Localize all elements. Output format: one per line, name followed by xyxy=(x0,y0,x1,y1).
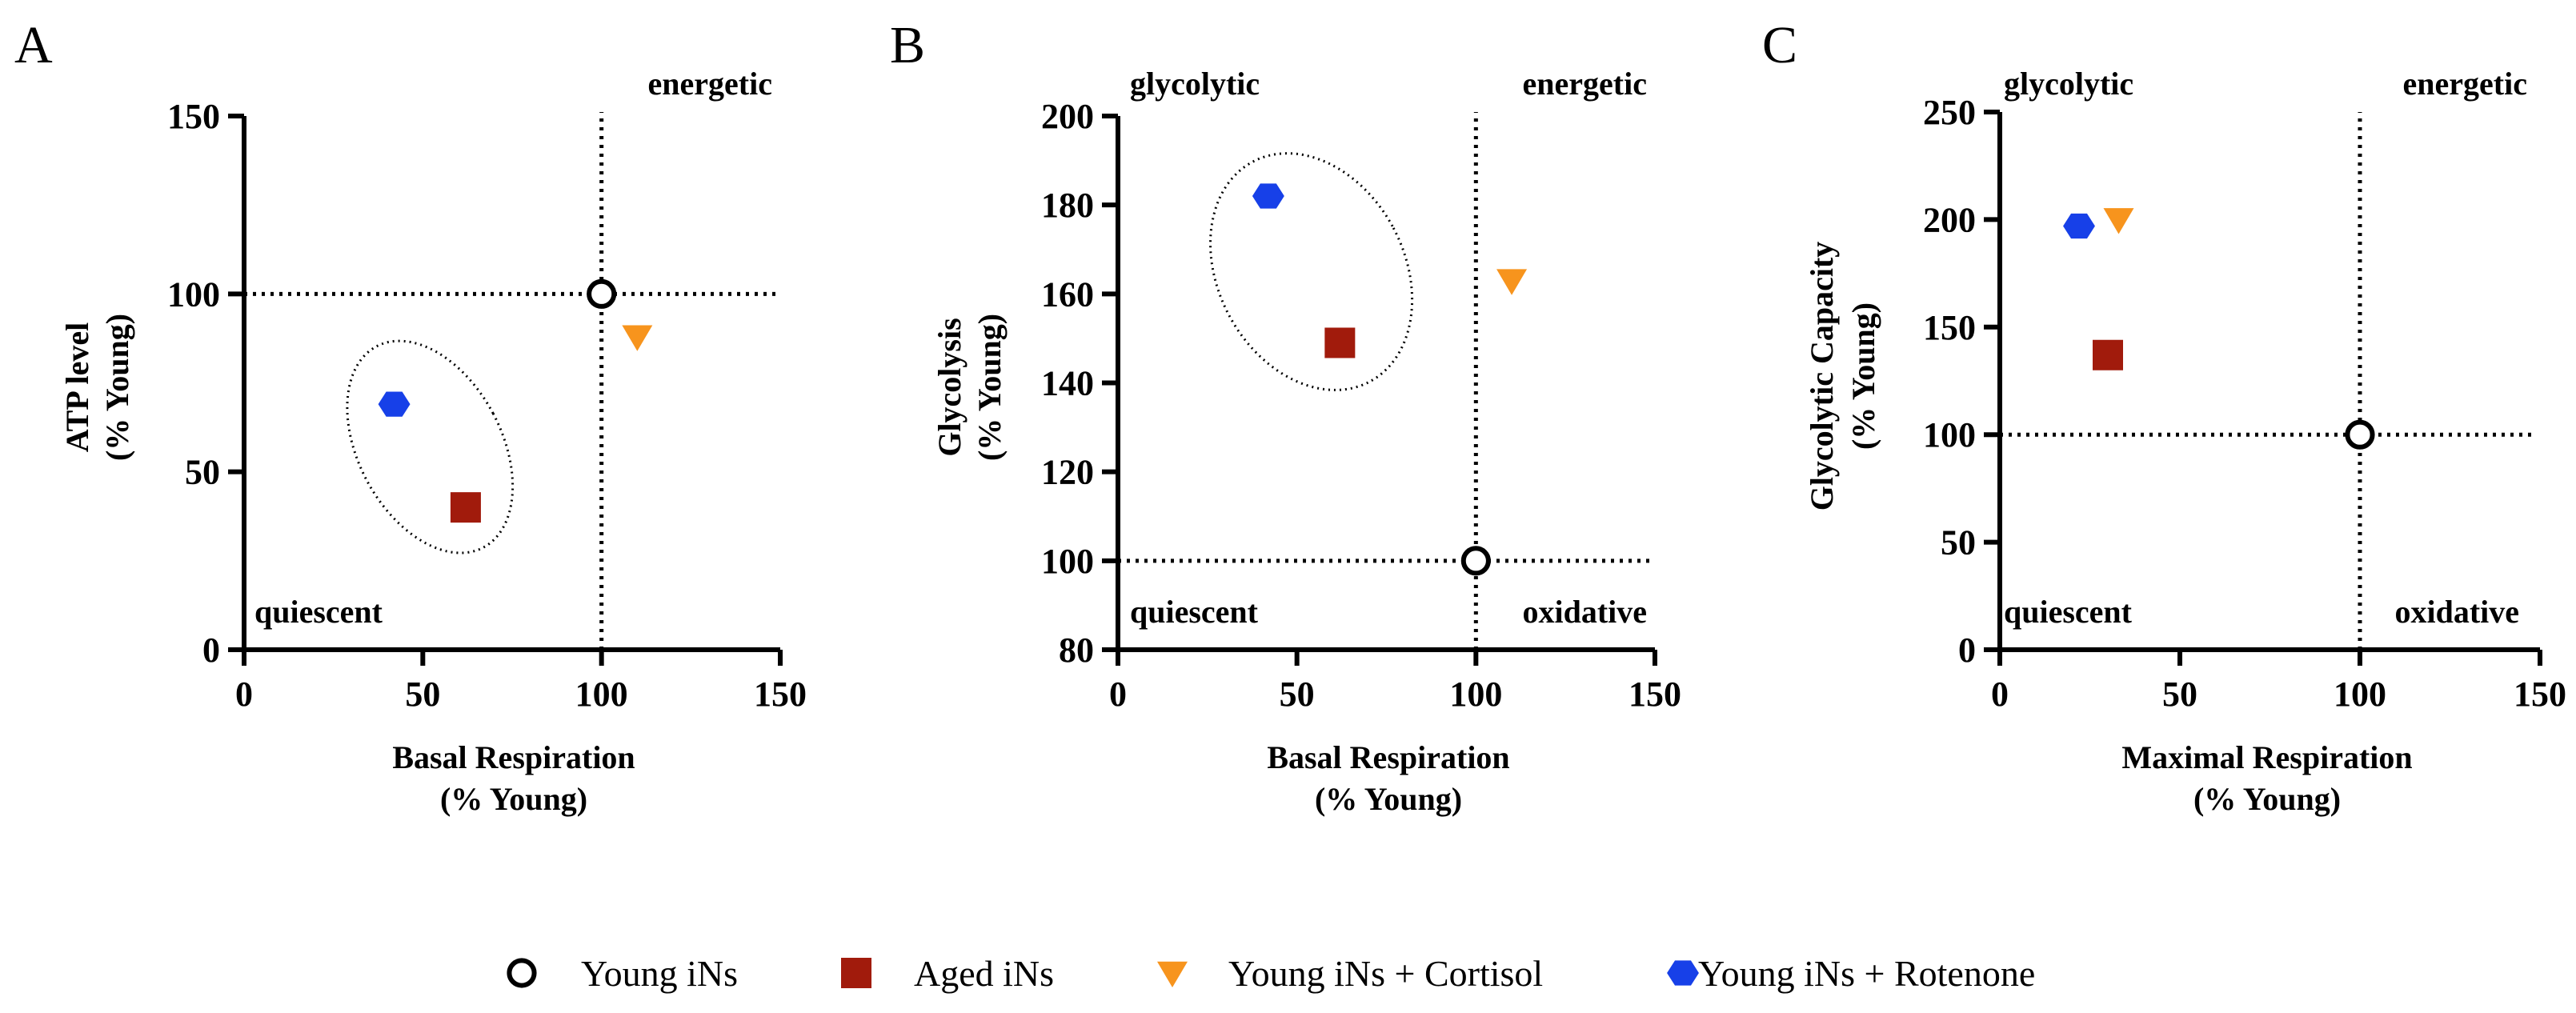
panel-a: A 0 50 100 150 0 50 100 150 energetic quiescent… xyxy=(14,16,807,817)
panel-c-x-tick-label: 100 xyxy=(2334,675,2386,714)
panel-c-point-aged-ins xyxy=(2093,339,2123,370)
panel-c-x-axis-title: Maximal Respiration xyxy=(2121,739,2412,775)
panel-a-markers xyxy=(378,278,653,523)
panel-b-x-tick-label: 100 xyxy=(1449,675,1502,714)
panel-c-x-tick-label: 50 xyxy=(2162,675,2197,714)
panel-a-letter: A xyxy=(14,16,53,74)
panel-b-quadrant-top-left: glycolytic xyxy=(1130,66,1260,102)
panel-a-ellipse-layer xyxy=(346,339,515,555)
legend-label-cortisol: Young iNs + Cortisol xyxy=(1228,953,1543,994)
legend-label-aged: Aged iNs xyxy=(914,953,1054,994)
panel-a-x-tick-label: 100 xyxy=(575,675,628,714)
panel-a-y-axis-subtitle: (% Young) xyxy=(99,314,135,461)
panel-a-reference-lines xyxy=(244,112,778,650)
panel-a-y-axis-title: ATP level xyxy=(59,322,95,453)
panel-c-point-young-ins xyxy=(2345,419,2375,450)
legend-markers xyxy=(507,958,1699,988)
panel-a-x-tick-label: 150 xyxy=(754,675,807,714)
panel-c-x-tick-label: 150 xyxy=(2514,675,2566,714)
panel-c-y-axis-title: Glycolytic Capacity xyxy=(1804,242,1840,511)
panel-a-point-young-ins xyxy=(587,278,617,309)
panel-b-reference-lines xyxy=(1118,112,1650,650)
panel-c-y-tick-label: 100 xyxy=(1923,415,1976,454)
panel-b-quadrant-top-right: energetic xyxy=(1523,66,1647,102)
panel-a-y-tick-label: 50 xyxy=(185,453,220,492)
panel-b-y-tick-label: 80 xyxy=(1059,631,1094,670)
legend-marker-young-ins-plus-cortisol xyxy=(1157,961,1188,988)
panel-a-y-tick-label: 150 xyxy=(167,97,220,136)
panel-a-y-tick-label: 100 xyxy=(167,274,220,314)
panel-c-quadrant-bottom-left: quiescent xyxy=(2004,594,2133,630)
panel-b-ellipse-layer xyxy=(1209,152,1414,391)
legend-marker-young-ins xyxy=(507,958,537,988)
panel-a-quadrant-bottom-left: quiescent xyxy=(254,594,383,630)
panel-a-y-tick-label: 0 xyxy=(202,631,220,670)
panel-b-letter: B xyxy=(890,16,925,74)
panel-c-y-tick-label: 50 xyxy=(1941,523,1976,563)
panel-b-y-tick-label: 100 xyxy=(1041,542,1094,581)
panel-b-x-tick-label: 50 xyxy=(1280,675,1315,714)
panel-b-x-axis-title: Basal Respiration xyxy=(1267,739,1509,775)
panel-c: C 0 50 100 150 0 50 100 150 200 250 glycolytic en… xyxy=(1762,16,2566,817)
panel-b-y-tick-label: 140 xyxy=(1041,364,1094,403)
panel-a-point-young-ins-plus-rotenone xyxy=(378,391,411,417)
panel-b: B 0 50 100 150 80 100 120 140 160 180 200 glycolyt… xyxy=(890,16,1681,817)
panel-c-axes: 0 50 100 150 0 50 100 150 200 250 xyxy=(1923,93,2566,714)
panel-b-x-tick-label: 0 xyxy=(1109,675,1127,714)
panel-c-y-tick-label: 250 xyxy=(1923,93,1976,132)
panel-a-point-young-ins-plus-cortisol xyxy=(622,325,653,351)
legend-label-rotenone: Young iNs + Rotenone xyxy=(1698,953,2035,994)
panel-c-letter: C xyxy=(1762,16,1797,74)
panel-c-x-axis-subtitle: (% Young) xyxy=(2193,781,2341,817)
panel-c-y-tick-label: 0 xyxy=(1958,631,1976,670)
panel-b-point-young-ins-plus-rotenone xyxy=(1252,183,1284,209)
panel-c-quadrant-top-right: energetic xyxy=(2403,66,2527,102)
panel-c-x-tick-label: 0 xyxy=(1991,675,2009,714)
panel-a-x-tick-label: 50 xyxy=(405,675,440,714)
panel-a-axes: 0 50 100 150 0 50 100 150 xyxy=(167,97,807,714)
panel-c-markers xyxy=(2063,208,2375,450)
panel-b-y-tick-label: 180 xyxy=(1041,186,1094,225)
panel-b-y-tick-label: 200 xyxy=(1041,97,1094,136)
panel-b-grouping-ellipse xyxy=(1209,152,1414,391)
panel-a-x-tick-label: 0 xyxy=(235,675,253,714)
panel-b-point-young-ins-plus-cortisol xyxy=(1496,269,1528,295)
panel-c-quadrant-bottom-right: oxidative xyxy=(2394,594,2519,630)
panel-b-quadrant-bottom-right: oxidative xyxy=(1522,594,1647,630)
panel-b-y-axis-title: Glycolysis xyxy=(931,318,968,456)
panel-b-y-tick-label: 120 xyxy=(1041,453,1094,492)
panel-a-x-axis-subtitle: (% Young) xyxy=(440,781,587,817)
panel-b-y-tick-label: 160 xyxy=(1041,274,1094,314)
panel-b-x-axis-subtitle: (% Young) xyxy=(1315,781,1462,817)
panel-c-quadrant-top-left: glycolytic xyxy=(2004,66,2133,102)
panel-b-x-tick-label: 150 xyxy=(1629,675,1681,714)
panel-b-point-young-ins xyxy=(1460,546,1491,576)
panel-b-markers xyxy=(1252,183,1528,576)
panel-c-point-young-ins-plus-rotenone xyxy=(2063,213,2095,239)
panel-b-y-axis-subtitle: (% Young) xyxy=(972,314,1008,461)
panel-a-quadrant-top-right: energetic xyxy=(648,66,772,102)
panel-a-grouping-ellipse xyxy=(346,339,515,555)
legend-marker-young-ins-plus-rotenone xyxy=(1667,960,1699,986)
panel-c-reference-lines xyxy=(2000,112,2537,650)
legend-label-young: Young iNs xyxy=(581,953,738,994)
panel-a-x-axis-title: Basal Respiration xyxy=(392,739,635,775)
panel-c-y-axis-subtitle: (% Young) xyxy=(1845,302,1881,450)
panel-c-point-young-ins-plus-cortisol xyxy=(2103,208,2134,234)
panel-a-point-aged-ins xyxy=(450,492,481,523)
panel-b-axes: 0 50 100 150 80 100 120 140 160 180 200 xyxy=(1041,97,1681,714)
panel-b-point-aged-ins xyxy=(1324,327,1356,358)
panel-c-y-tick-label: 150 xyxy=(1923,308,1976,347)
panel-b-quadrant-bottom-left: quiescent xyxy=(1130,594,1259,630)
legend-marker-aged-ins xyxy=(841,958,871,988)
legend: Young iNs Aged iNs Young iNs + Cortisol … xyxy=(507,953,2035,994)
panel-c-y-tick-label: 200 xyxy=(1923,200,1976,239)
